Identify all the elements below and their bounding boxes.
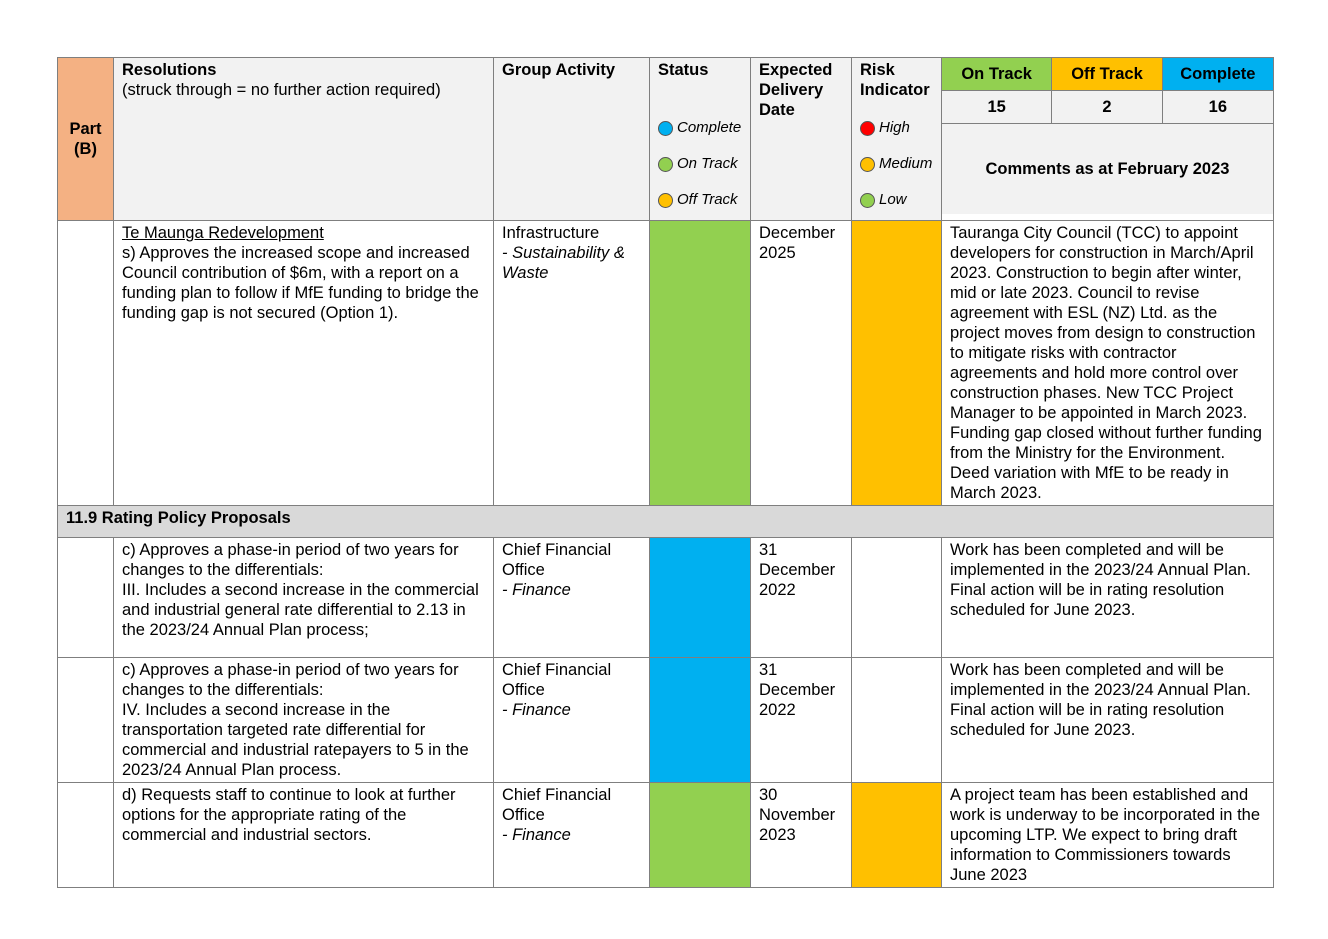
section-row: 11.9 Rating Policy Proposals (57, 505, 1274, 538)
comment-cell: Work has been completed and will be impl… (941, 537, 1274, 658)
comment-cell: Work has been completed and will be impl… (941, 657, 1274, 783)
expected-delivery-header: Expected Delivery Date (750, 57, 852, 221)
comments-title: Comments as at February 2023 (942, 124, 1273, 214)
delivery-cell: 31 December 2022 (750, 537, 852, 658)
part-header: Part (B) (57, 57, 114, 221)
risk-header: Risk Indicator High Medium Low (851, 57, 942, 221)
group-name: Chief Financial Office (502, 541, 612, 579)
status-cell (649, 657, 751, 783)
off-track-dot-icon (658, 192, 673, 208)
resolution-text: c) Approves a phase-in period of two yea… (122, 541, 459, 579)
header-row: Part (B) Resolutions (struck through = n… (57, 57, 1274, 221)
activity-name: - Finance (502, 701, 571, 719)
complete-label: Complete (1162, 58, 1273, 91)
delivery-cell: December 2025 (750, 220, 852, 506)
status-header: Status Complete On Track Off Track (649, 57, 751, 221)
status-title: Status (658, 61, 709, 79)
part-cell (57, 220, 114, 506)
on-track-dot-icon (658, 156, 673, 172)
risk-title: Risk Indicator (860, 61, 930, 99)
delivery-cell: 31 December 2022 (750, 657, 852, 783)
activity-name: - Finance (502, 581, 571, 599)
group-activity-header: Group Activity (493, 57, 650, 221)
off-track-count: 2 (1052, 91, 1163, 124)
on-track-count: 15 (942, 91, 1053, 124)
table-row: c) Approves a phase-in period of two yea… (57, 537, 1274, 658)
complete-dot-icon (658, 120, 673, 136)
off-track-label: Off Track (1052, 58, 1163, 91)
legend-high: High (860, 110, 933, 146)
group-cell: Chief Financial Office - Finance (493, 657, 650, 783)
summary-header: On Track Off Track Complete 15 2 16 Comm… (941, 57, 1274, 221)
part-cell (57, 657, 114, 783)
legend-medium: Medium (860, 146, 933, 182)
complete-count: 16 (1162, 91, 1273, 124)
comment-cell: Tauranga City Council (TCC) to appoint d… (941, 220, 1274, 506)
on-track-label: On Track (942, 58, 1053, 91)
status-cell (649, 782, 751, 888)
resolutions-header: Resolutions (struck through = no further… (113, 57, 494, 221)
table-row: Te Maunga Redevelopment s) Approves the … (57, 220, 1274, 506)
resolution-text: c) Approves a phase-in period of two yea… (122, 661, 459, 699)
delivery-cell: 30 November 2023 (750, 782, 852, 888)
risk-cell (851, 537, 942, 658)
comment-cell: A project team has been established and … (941, 782, 1274, 888)
legend-off-track: Off Track (658, 182, 742, 218)
risk-cell (851, 657, 942, 783)
high-dot-icon (860, 120, 875, 136)
resolution-cell: Te Maunga Redevelopment s) Approves the … (113, 220, 494, 506)
legend-on-track: On Track (658, 146, 742, 182)
table-row: c) Approves a phase-in period of two yea… (57, 657, 1274, 783)
resolution-cell: c) Approves a phase-in period of two yea… (113, 537, 494, 658)
risk-cell (851, 782, 942, 888)
table-row: d) Requests staff to continue to look at… (57, 782, 1274, 888)
resolution-subtext: III. Includes a second increase in the c… (122, 581, 479, 639)
resolution-subtext: IV. Includes a second increase in the tr… (122, 701, 469, 779)
status-cell (649, 537, 751, 658)
resolution-text: s) Approves the increased scope and incr… (122, 244, 479, 322)
group-name: Chief Financial Office (502, 661, 612, 699)
group-name: Chief Financial Office (502, 786, 612, 824)
group-cell: Chief Financial Office - Finance (493, 782, 650, 888)
part-cell (57, 537, 114, 658)
status-cell (649, 220, 751, 506)
resolution-heading: Te Maunga Redevelopment (122, 224, 324, 242)
progress-report-table: Part (B) Resolutions (struck through = n… (57, 57, 1274, 888)
resolutions-title: Resolutions (122, 61, 217, 79)
legend-complete: Complete (658, 110, 742, 146)
resolutions-subtitle: (struck through = no further action requ… (122, 81, 441, 99)
group-cell: Chief Financial Office - Finance (493, 537, 650, 658)
summary-grid: On Track Off Track Complete 15 2 16 Comm… (942, 58, 1273, 214)
activity-name: - Sustainability & Waste (502, 244, 625, 282)
group-cell: Infrastructure - Sustainability & Waste (493, 220, 650, 506)
activity-name: - Finance (502, 826, 571, 844)
part-cell (57, 782, 114, 888)
legend-low: Low (860, 182, 933, 218)
resolution-text: d) Requests staff to continue to look at… (122, 786, 456, 844)
section-title: 11.9 Rating Policy Proposals (57, 505, 1274, 538)
resolution-cell: d) Requests staff to continue to look at… (113, 782, 494, 888)
medium-dot-icon (860, 156, 875, 172)
low-dot-icon (860, 192, 875, 208)
group-name: Infrastructure (502, 224, 600, 242)
risk-cell (851, 220, 942, 506)
resolution-cell: c) Approves a phase-in period of two yea… (113, 657, 494, 783)
